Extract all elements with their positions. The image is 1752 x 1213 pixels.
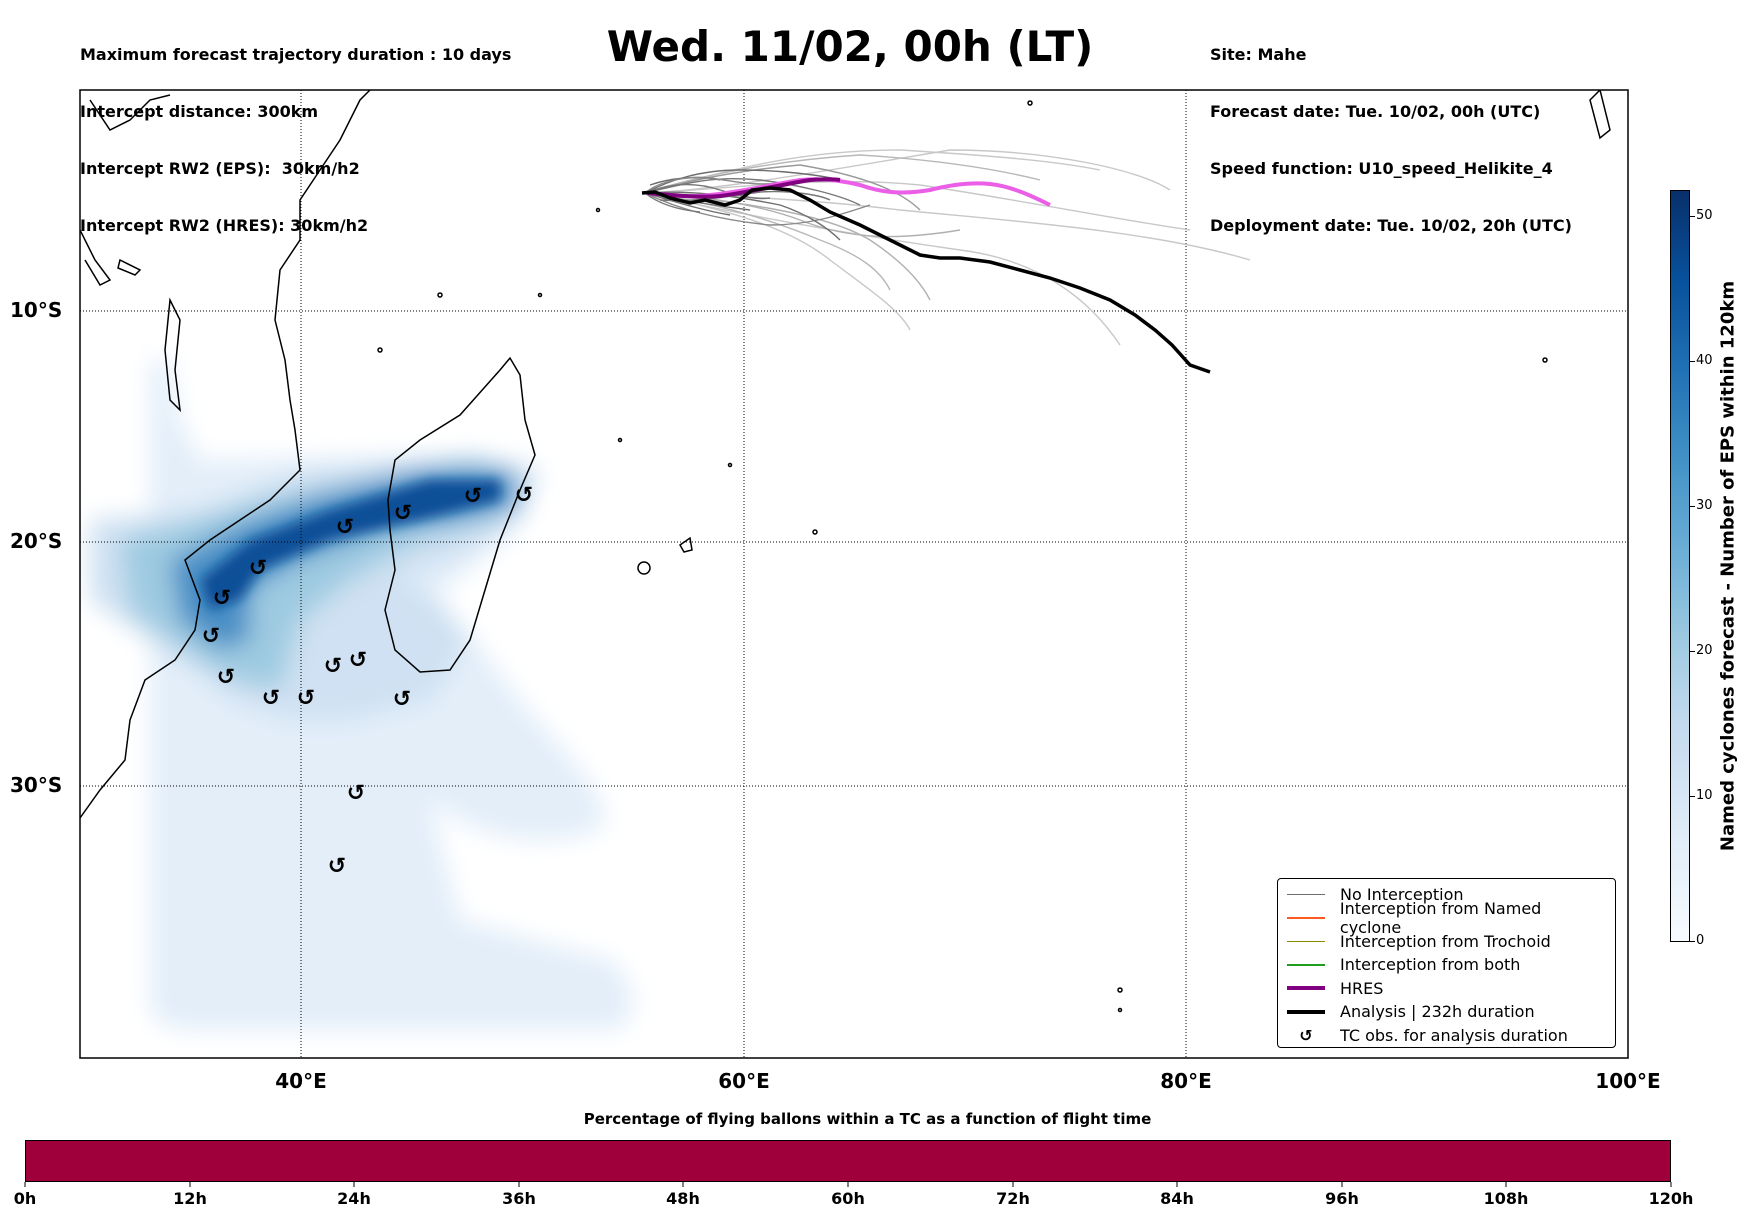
colorbar-tick: 30 bbox=[1696, 498, 1713, 513]
deployment-date: Deployment date: Tue. 10/02, 20h (UTC) bbox=[1210, 216, 1572, 235]
lon-label-40e: 40°E bbox=[275, 1069, 327, 1093]
eps-track bbox=[644, 192, 1121, 346]
legend-label: Interception from both bbox=[1340, 955, 1521, 975]
tc-symbol-icon: ↺ bbox=[1299, 1025, 1313, 1045]
lon-label-100e: 100°E bbox=[1595, 1069, 1661, 1093]
lat-label-10s: 10°S bbox=[10, 298, 63, 322]
flight-bar-tick: 0h bbox=[13, 1189, 37, 1208]
forecast-date: Forecast date: Tue. 10/02, 00h (UTC) bbox=[1210, 102, 1541, 121]
eps-track bbox=[644, 192, 701, 213]
legend-item-named-cyclone: Interception from Named cyclone bbox=[1286, 899, 1607, 937]
legend-label: Interception from Trochoid bbox=[1340, 931, 1551, 951]
lon-label-80e: 80°E bbox=[1160, 1069, 1212, 1093]
flight-bar-tick: 24h bbox=[337, 1189, 371, 1208]
eps-track bbox=[644, 192, 911, 331]
legend-item-no-interception: No Interception bbox=[1286, 883, 1607, 906]
tc-obs-symbol: ↺ bbox=[202, 624, 220, 649]
legend-item-analysis: Analysis | 232h duration bbox=[1286, 1000, 1607, 1023]
tc-obs-symbol: ↺ bbox=[262, 686, 280, 711]
eps-trajectories bbox=[644, 149, 1251, 346]
analysis-track bbox=[641, 186, 1211, 374]
site-info: Site: Mahe Forecast date: Tue. 10/02, 00… bbox=[1210, 7, 1572, 254]
legend-item-tc-obs: ↺ TC obs. for analysis duration bbox=[1286, 1023, 1607, 1046]
lat-label-20s: 20°S bbox=[10, 529, 63, 553]
density-colorbar bbox=[1670, 190, 1690, 942]
colorbar-tick: 50 bbox=[1696, 208, 1713, 223]
flight-bar-tick: 84h bbox=[1160, 1189, 1194, 1208]
legend-item-both: Interception from both bbox=[1286, 953, 1607, 976]
map-frame bbox=[79, 89, 1629, 1059]
map-legend: No Interception Interception from Named … bbox=[1277, 878, 1616, 1048]
legend-label: Analysis | 232h duration bbox=[1340, 1002, 1535, 1022]
site-name: Site: Mahe bbox=[1210, 45, 1307, 64]
flight-bar-tick: 12h bbox=[173, 1189, 207, 1208]
flight-bar-tick: 72h bbox=[996, 1189, 1030, 1208]
legend-item-hres: HRES bbox=[1286, 977, 1607, 1000]
legend-label: HRES bbox=[1340, 978, 1384, 998]
tc-obs-symbol: ↺ bbox=[394, 501, 412, 526]
lon-label-60e: 60°E bbox=[718, 1069, 770, 1093]
tc-obs-symbol: ↺ bbox=[217, 665, 235, 690]
cyclone-density-field bbox=[90, 360, 633, 1030]
tc-obs-symbol: ↺ bbox=[347, 781, 365, 806]
tc-obs-symbol: ↺ bbox=[328, 854, 346, 879]
speed-function: Speed function: U10_speed_Helikite_4 bbox=[1210, 159, 1553, 178]
eps-track bbox=[644, 183, 771, 200]
colorbar-label: Named cyclones forecast - Number of EPS … bbox=[1717, 280, 1739, 852]
tc-obs-symbol: ↺ bbox=[349, 648, 367, 673]
tc-observations: ↺ ↺ ↺ ↺ ↺ ↺ ↺ ↺ ↺ ↺ ↺ ↺ ↺ ↺ ↺ bbox=[202, 483, 533, 879]
flight-bar-title: Percentage of flying ballons within a TC… bbox=[583, 1110, 1152, 1128]
legend-label: TC obs. for analysis duration bbox=[1340, 1025, 1568, 1045]
flight-bar-tick: 60h bbox=[831, 1189, 865, 1208]
legend-label: Interception from Named cyclone bbox=[1339, 899, 1542, 938]
tc-obs-symbol: ↺ bbox=[213, 586, 231, 611]
legend-item-trochoid: Interception from Trochoid bbox=[1286, 930, 1607, 953]
eps-track bbox=[644, 191, 841, 241]
tc-obs-symbol: ↺ bbox=[464, 484, 482, 509]
tc-obs-symbol: ↺ bbox=[515, 483, 533, 508]
flight-bar-tick: 108h bbox=[1483, 1189, 1529, 1208]
page-title: Wed. 11/02, 00h (LT) bbox=[606, 22, 1094, 71]
flight-time-bar bbox=[25, 1140, 1671, 1182]
tc-obs-symbol: ↺ bbox=[336, 515, 354, 540]
tc-obs-symbol: ↺ bbox=[297, 686, 315, 711]
eps-track bbox=[644, 192, 871, 226]
colorbar-tick: 40 bbox=[1696, 353, 1713, 368]
tc-obs-symbol: ↺ bbox=[393, 687, 411, 712]
gridlines bbox=[80, 90, 1628, 1058]
param-duration: Maximum forecast trajectory duration : 1… bbox=[80, 45, 512, 64]
colorbar-tick: 10 bbox=[1696, 788, 1713, 803]
legend-label: No Interception bbox=[1340, 885, 1464, 905]
flight-bar-tick: 36h bbox=[502, 1189, 536, 1208]
tc-obs-symbol: ↺ bbox=[324, 654, 342, 679]
cyclone-density-core bbox=[200, 480, 500, 610]
param-rw2-hres: Intercept RW2 (HRES): 30km/h2 bbox=[80, 216, 369, 235]
eps-track bbox=[644, 149, 1171, 194]
flight-bar-tick: 96h bbox=[1325, 1189, 1359, 1208]
coastlines bbox=[80, 90, 1611, 1013]
colorbar-tick: 0 bbox=[1696, 933, 1705, 948]
flight-bar-tick: 120h bbox=[1648, 1189, 1694, 1208]
lat-label-30s: 30°S bbox=[10, 773, 63, 797]
eps-track bbox=[644, 180, 1191, 231]
flight-bar-tick: 48h bbox=[666, 1189, 700, 1208]
param-rw2-eps: Intercept RW2 (EPS): 30km/h2 bbox=[80, 159, 360, 178]
tc-obs-symbol: ↺ bbox=[249, 556, 267, 581]
eps-track bbox=[644, 169, 841, 194]
colorbar-tick: 20 bbox=[1696, 643, 1713, 658]
